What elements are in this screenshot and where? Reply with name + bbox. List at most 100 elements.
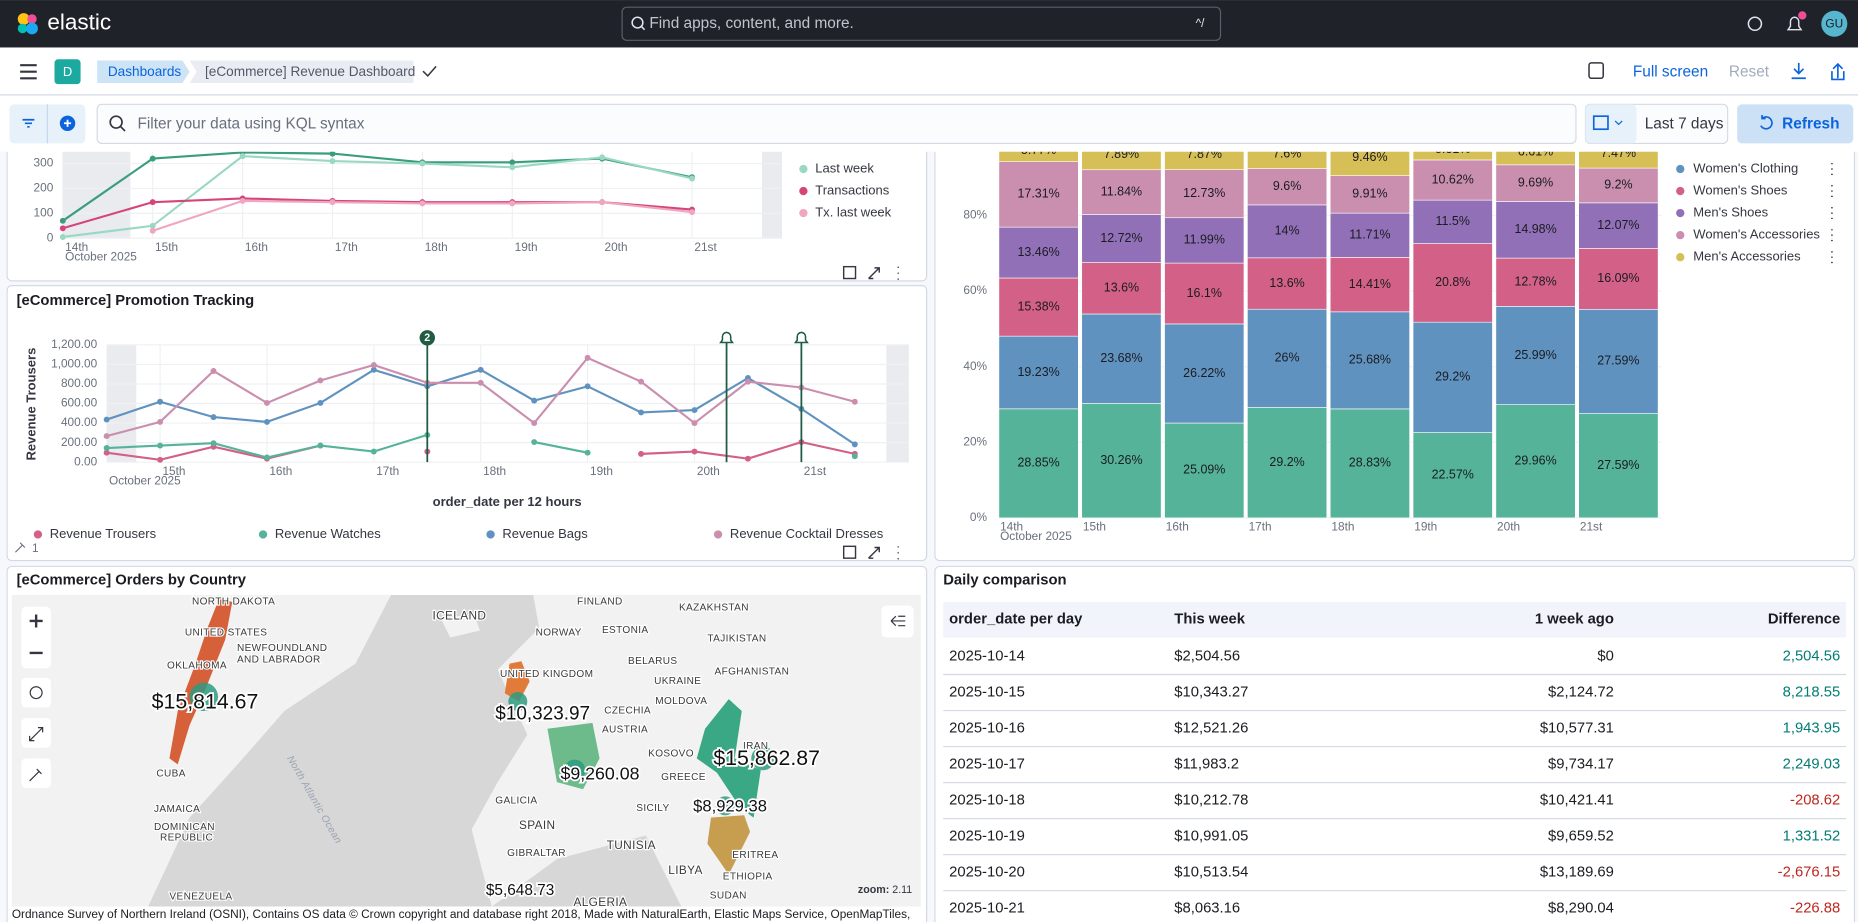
locate-button[interactable]: [21, 678, 51, 708]
annotation-marker[interactable]: [795, 332, 807, 342]
map-place: REPUBLIC: [160, 832, 213, 843]
value-label: 16.09%: [1597, 271, 1639, 285]
x-tick-label: 21st: [804, 464, 827, 478]
data-point: [150, 228, 156, 234]
legend-label: Women's Shoes: [1693, 183, 1788, 198]
y-tick-label: 0%: [970, 510, 988, 524]
data-point: [692, 420, 698, 426]
data-point: [852, 441, 858, 447]
legend-label: Women's Accessories: [1693, 227, 1820, 242]
logo-text[interactable]: elastic: [47, 10, 111, 35]
legend-label: Revenue Bags: [502, 526, 588, 541]
value-label: 12.78%: [1514, 275, 1556, 289]
error-count: 1: [32, 541, 39, 555]
data-point: [264, 400, 270, 406]
data-point: [585, 355, 591, 361]
full-screen[interactable]: Full screen: [1633, 63, 1708, 80]
value-label: 26%: [1275, 351, 1300, 365]
map-place: ICELAND: [433, 608, 487, 622]
data-point: [531, 398, 537, 404]
table-cell: $10,421.41: [1540, 793, 1614, 809]
legend-label: Men's Accessories: [1693, 249, 1801, 264]
kql-placeholder: Filter your data using KQL syntax: [137, 116, 364, 133]
tools-button[interactable]: [21, 758, 51, 788]
column-header[interactable]: 1 week ago: [1535, 612, 1614, 628]
map-value: $9,260.08: [560, 764, 639, 784]
y-tick-label: 800.00: [61, 376, 98, 390]
user-initials: GU: [1825, 16, 1843, 30]
data-point: [104, 445, 110, 451]
panel-title: [eCommerce] Orders by Country: [17, 573, 247, 589]
map-value: $5,648.73: [486, 882, 554, 899]
column-header[interactable]: This week: [1174, 612, 1245, 628]
y-tick-label: 60%: [963, 283, 987, 297]
data-point: [745, 456, 751, 462]
fullscreen-button[interactable]: [21, 718, 51, 748]
data-point: [692, 449, 698, 455]
table-cell: -208.62: [1790, 793, 1840, 809]
value-label: 13.6%: [1269, 276, 1304, 290]
column-header[interactable]: order_date per day: [949, 612, 1083, 628]
table-cell: $0: [1597, 648, 1613, 664]
column-header[interactable]: Difference: [1768, 612, 1840, 628]
table-cell: 2025-10-17: [949, 756, 1025, 772]
table-cell: 2025-10-18: [949, 793, 1025, 809]
map-place: SUDAN: [710, 891, 747, 902]
out-of-range: [762, 142, 782, 238]
data-point: [638, 451, 644, 457]
x-tick-label: 21st: [1580, 519, 1603, 533]
breadcrumb-link[interactable]: Dashboards: [108, 64, 182, 79]
value-label: 29.2%: [1435, 370, 1470, 384]
map-place: VENEZUELA: [169, 892, 232, 903]
table-cell: $2,124.72: [1548, 684, 1614, 700]
table-cell: $12,521.26: [1174, 720, 1248, 736]
annotation-count: 2: [424, 332, 430, 344]
data-point: [852, 399, 858, 405]
map-place: ERITREA: [732, 850, 778, 861]
map-place: UNITED KINGDOM: [500, 669, 593, 680]
data-point: [157, 399, 163, 405]
value-label: 14%: [1275, 224, 1300, 238]
table-cell: 1,943.95: [1783, 720, 1841, 736]
value-label: 22.57%: [1432, 468, 1474, 482]
map-attribution: Ordnance Survey of Northern Ireland (OSN…: [12, 907, 910, 921]
x-tick-label: 17th: [376, 464, 399, 478]
value-label: 28.85%: [1018, 456, 1060, 470]
table-cell: 1,331.52: [1783, 829, 1841, 845]
legend-swatch: [1676, 165, 1684, 173]
value-label: 13.46%: [1018, 245, 1060, 259]
table-cell: 2025-10-16: [949, 720, 1025, 736]
value-label: 11.71%: [1349, 228, 1390, 242]
data-point: [531, 439, 537, 445]
data-point: [599, 154, 605, 160]
y-tick-label: 200: [34, 181, 54, 195]
breadcrumb-current: [eCommerce] Revenue Dashboard: [205, 64, 415, 79]
annotation-marker[interactable]: [721, 332, 733, 342]
y-tick-label: 40%: [963, 359, 987, 373]
reset[interactable]: Reset: [1729, 63, 1770, 80]
value-label: 25.99%: [1514, 348, 1556, 362]
x-tick-label: 20th: [1497, 519, 1520, 533]
data-point: [104, 417, 110, 423]
map-value: $10,323.97: [495, 704, 590, 725]
map-place: NEWFOUNDLAND: [237, 643, 327, 654]
legend-label: Men's Shoes: [1693, 205, 1768, 220]
data-point: [478, 380, 484, 386]
map-place: AUSTRIA: [602, 725, 648, 736]
y-axis-title: Revenue Trousers: [23, 348, 38, 461]
data-point: [689, 209, 695, 215]
map-place: SPAIN: [519, 818, 555, 832]
table-cell: $10,577.31: [1540, 720, 1614, 736]
value-label: 30.26%: [1100, 453, 1142, 467]
value-label: 13.6%: [1104, 281, 1139, 295]
value-label: 9.46%: [1352, 150, 1387, 164]
y-tick-label: 200.00: [61, 435, 98, 449]
y-tick-label: 600.00: [61, 396, 98, 410]
out-of-range: [63, 142, 131, 238]
data-point: [371, 449, 377, 455]
zoom-label: zoom:: [858, 884, 889, 896]
data-point: [264, 419, 270, 425]
map-place: NORTH DAKOTA: [192, 597, 275, 608]
